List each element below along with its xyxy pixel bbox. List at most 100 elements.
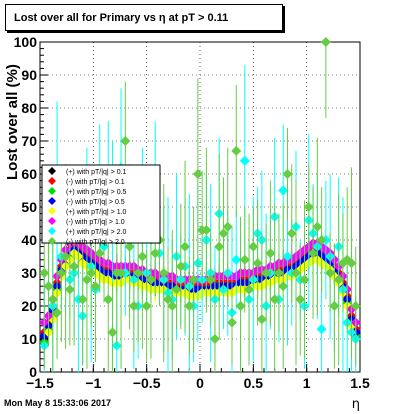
data-point [116, 268, 127, 278]
data-point [188, 274, 199, 285]
data-point [252, 258, 263, 269]
data-point [308, 248, 319, 259]
x-tick-label: 1.5 [350, 375, 370, 391]
y-tick-label: 50 [21, 199, 37, 215]
data-point [64, 284, 75, 295]
data-point [239, 254, 250, 265]
data-point [214, 241, 225, 252]
data-point [316, 235, 327, 245]
data-point [239, 155, 250, 166]
y-tick-label: 10 [21, 331, 37, 347]
data-point [205, 274, 216, 285]
legend-label: (+) with pT/|q| > 0.5 [66, 189, 127, 196]
legend-label: (-) with pT/|q| > 0.5 [66, 199, 125, 206]
y-tick-label: 90 [21, 67, 37, 83]
data-point [282, 169, 293, 179]
y-tick-label: 40 [21, 232, 37, 248]
data-point [201, 225, 212, 236]
data-point [107, 327, 118, 338]
data-point [312, 221, 323, 232]
data-point [40, 268, 50, 278]
legend-marker [48, 237, 56, 245]
legend-marker [48, 227, 56, 235]
legend-marker [48, 187, 56, 195]
x-tick-label: −1.5 [26, 375, 54, 391]
legend-label: (-) with pT/|q| > 0.1 [66, 179, 125, 186]
data-point [256, 314, 267, 325]
x-tick-label: −0.5 [133, 375, 161, 391]
data-point [158, 268, 169, 278]
data-point [316, 324, 327, 335]
data-point [261, 268, 272, 278]
data-point [235, 301, 246, 311]
data-layer [40, 37, 361, 372]
data-point [124, 241, 135, 252]
data-point [291, 268, 301, 278]
legend-label: (-) with pT/|q| > 2.0 [66, 239, 125, 246]
x-tick-label: 0.5 [244, 375, 264, 391]
legend-marker [48, 207, 56, 215]
legend-marker [48, 217, 56, 225]
legend-label: (+) with pT/|q| > 1.0 [66, 209, 127, 216]
data-point [346, 258, 357, 269]
data-point [128, 301, 139, 311]
data-point [273, 268, 284, 278]
data-point [231, 254, 242, 265]
data-point [145, 274, 156, 285]
y-tick-label: 70 [21, 133, 37, 149]
y-tick-label: 100 [14, 34, 38, 50]
data-point [269, 294, 280, 305]
data-point [56, 268, 67, 278]
data-point [120, 136, 131, 146]
data-point [60, 251, 71, 262]
data-point [43, 281, 54, 292]
data-point [180, 241, 191, 252]
data-point [278, 185, 289, 196]
legend-box [41, 164, 161, 244]
data-point [184, 301, 195, 311]
data-point [325, 268, 336, 278]
y-tick-label: 0 [29, 364, 37, 380]
legend-marker [48, 167, 56, 175]
data-point [103, 294, 114, 305]
y-axis-label: Lost over all (%) [4, 64, 21, 180]
data-point [231, 145, 242, 156]
legend-label: (+) with pT/|q| > 0.1 [66, 169, 127, 176]
chart-title: Lost over all for Primary vs η at pT > 0… [5, 4, 283, 31]
data-point [137, 251, 148, 262]
data-point [295, 294, 306, 305]
data-point [52, 307, 63, 318]
legend-marker [48, 197, 56, 205]
data-point [77, 294, 88, 305]
data-point [150, 248, 161, 259]
data-point [222, 221, 233, 232]
data-point [286, 228, 297, 239]
data-point [175, 261, 186, 272]
data-point [192, 169, 203, 179]
data-point [248, 241, 259, 252]
legend-label: (-) with pT/|q| > 1.0 [66, 219, 125, 226]
data-point [244, 284, 255, 295]
data-point [171, 284, 182, 295]
data-point [329, 301, 340, 311]
x-axis-label: η [351, 397, 360, 412]
data-point [47, 294, 58, 305]
data-point [265, 248, 276, 259]
data-point [167, 301, 178, 311]
data-point [86, 268, 97, 278]
footer-timestamp: Mon May 8 15:33:06 2017 [4, 398, 112, 408]
data-point [218, 228, 229, 239]
legend-label: (+) with pT/|q| > 2.0 [66, 229, 127, 236]
data-point [163, 294, 173, 305]
x-tick-label: −1 [85, 375, 101, 391]
y-tick-label: 30 [21, 265, 37, 281]
y-tick-label: 20 [21, 298, 37, 314]
data-point [133, 268, 144, 278]
y-tick-label: 80 [21, 100, 37, 116]
y-tick-label: 60 [21, 166, 37, 182]
data-point [90, 281, 101, 292]
data-point [282, 251, 293, 262]
data-point [209, 334, 220, 344]
